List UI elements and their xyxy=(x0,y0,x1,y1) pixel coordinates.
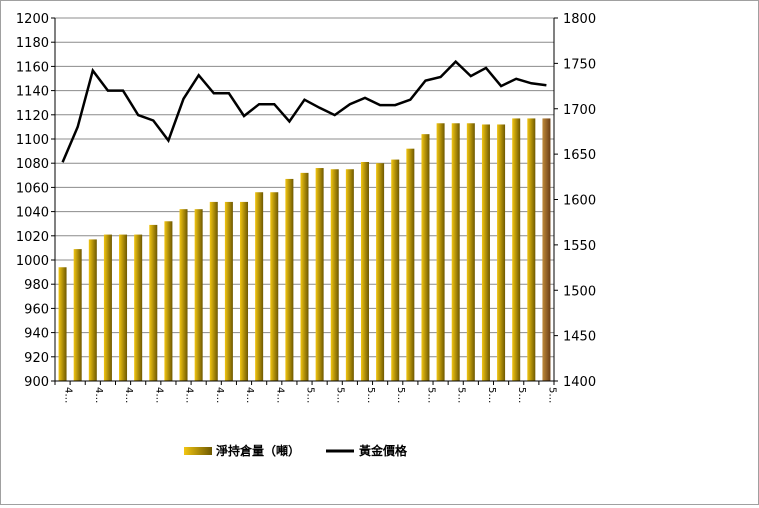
left-tick-label: 1100 xyxy=(16,133,49,148)
left-tick-label: 900 xyxy=(24,375,49,390)
x-tick-label: 4… xyxy=(123,387,134,403)
line-series xyxy=(61,59,547,163)
right-axis-ticks: 1400 1450 1500 1550 1600 1650 1700 1750 1800 xyxy=(554,12,596,390)
bar xyxy=(194,209,203,381)
bar xyxy=(73,249,82,381)
right-tick-label: 1450 xyxy=(563,330,596,345)
left-tick-label: 1140 xyxy=(16,85,49,100)
bar xyxy=(240,201,249,381)
x-axis-ticks: 4… 4… 4… 4… 4… 4… 4… 4… 5… 5… 5… 5… 5… 5… 5… 5… 5… xyxy=(54,381,557,403)
x-tick-label: 4… xyxy=(184,387,195,403)
bar xyxy=(481,124,490,381)
x-tick-label: 4… xyxy=(63,387,74,403)
x-tick-label: 5… xyxy=(365,387,376,403)
x-tick-label: 5… xyxy=(546,387,557,403)
bar xyxy=(224,201,233,381)
right-tick-label: 1550 xyxy=(563,239,596,254)
left-tick-label: 920 xyxy=(24,351,49,366)
legend-swatch-bar xyxy=(184,447,212,455)
legend-label-line: 黃金價格 xyxy=(358,443,408,458)
legend-label-bar: 淨持倉量（噸） xyxy=(215,443,300,458)
bar xyxy=(315,168,324,381)
left-tick-label: 1180 xyxy=(16,36,49,51)
bar xyxy=(527,118,536,382)
left-tick-label: 1200 xyxy=(16,12,49,27)
x-tick-label: 5… xyxy=(425,387,436,403)
left-tick-label: 1120 xyxy=(16,109,49,124)
left-tick-label: 1060 xyxy=(16,181,49,196)
left-tick-label: 1160 xyxy=(16,60,49,75)
right-tick-label: 1650 xyxy=(563,148,596,163)
price-line xyxy=(61,59,547,163)
bar xyxy=(134,234,143,381)
legend: 淨持倉量（噸） 黃金價格 xyxy=(184,443,408,458)
x-tick-label: 5… xyxy=(486,387,497,403)
bar xyxy=(285,178,294,381)
bar xyxy=(330,169,339,381)
bar-series xyxy=(58,118,551,382)
bar xyxy=(360,161,369,381)
x-tick-label: 5… xyxy=(305,387,316,403)
bar xyxy=(209,201,218,381)
x-tick-label: 5… xyxy=(516,387,527,403)
x-tick-label: 5… xyxy=(335,387,346,403)
right-tick-label: 1800 xyxy=(563,12,596,27)
x-tick-label: 4… xyxy=(153,387,164,403)
bar xyxy=(466,123,475,382)
bar xyxy=(119,234,128,381)
bar xyxy=(179,209,188,381)
bar xyxy=(255,192,264,381)
left-tick-label: 980 xyxy=(24,278,49,293)
bar xyxy=(542,118,551,382)
bar xyxy=(391,159,400,381)
x-tick-label: 4… xyxy=(274,387,285,403)
right-tick-label: 1500 xyxy=(563,284,596,299)
bar xyxy=(88,239,97,381)
bar xyxy=(103,234,112,381)
left-tick-label: 1040 xyxy=(16,206,49,221)
right-tick-label: 1750 xyxy=(563,57,596,72)
bar xyxy=(436,123,445,382)
bar xyxy=(300,172,309,381)
right-tick-label: 1400 xyxy=(563,375,596,390)
right-tick-label: 1600 xyxy=(563,194,596,209)
left-tick-label: 1080 xyxy=(16,157,49,172)
left-tick-label: 940 xyxy=(24,327,49,342)
right-tick-label: 1700 xyxy=(563,103,596,118)
bar xyxy=(451,123,460,382)
left-tick-label: 1020 xyxy=(16,230,49,245)
x-tick-label: 4… xyxy=(244,387,255,403)
bar xyxy=(497,124,506,381)
left-tick-label: 1000 xyxy=(16,254,49,269)
bar xyxy=(421,134,430,381)
bar xyxy=(345,169,354,381)
left-axis-ticks: 900 920 940 960 980 1000 1020 1040 1060 1080 1100 1… xyxy=(16,12,55,390)
bar xyxy=(406,148,415,381)
x-tick-label: 5… xyxy=(395,387,406,403)
bar xyxy=(149,224,158,381)
bar xyxy=(270,192,279,381)
x-tick-label: 4… xyxy=(93,387,104,403)
bar xyxy=(164,221,173,381)
bar xyxy=(376,163,385,381)
x-tick-label: 4… xyxy=(214,387,225,403)
bar xyxy=(58,267,67,381)
bar xyxy=(512,118,521,382)
x-tick-label: 5… xyxy=(456,387,467,403)
left-tick-label: 960 xyxy=(24,302,49,317)
